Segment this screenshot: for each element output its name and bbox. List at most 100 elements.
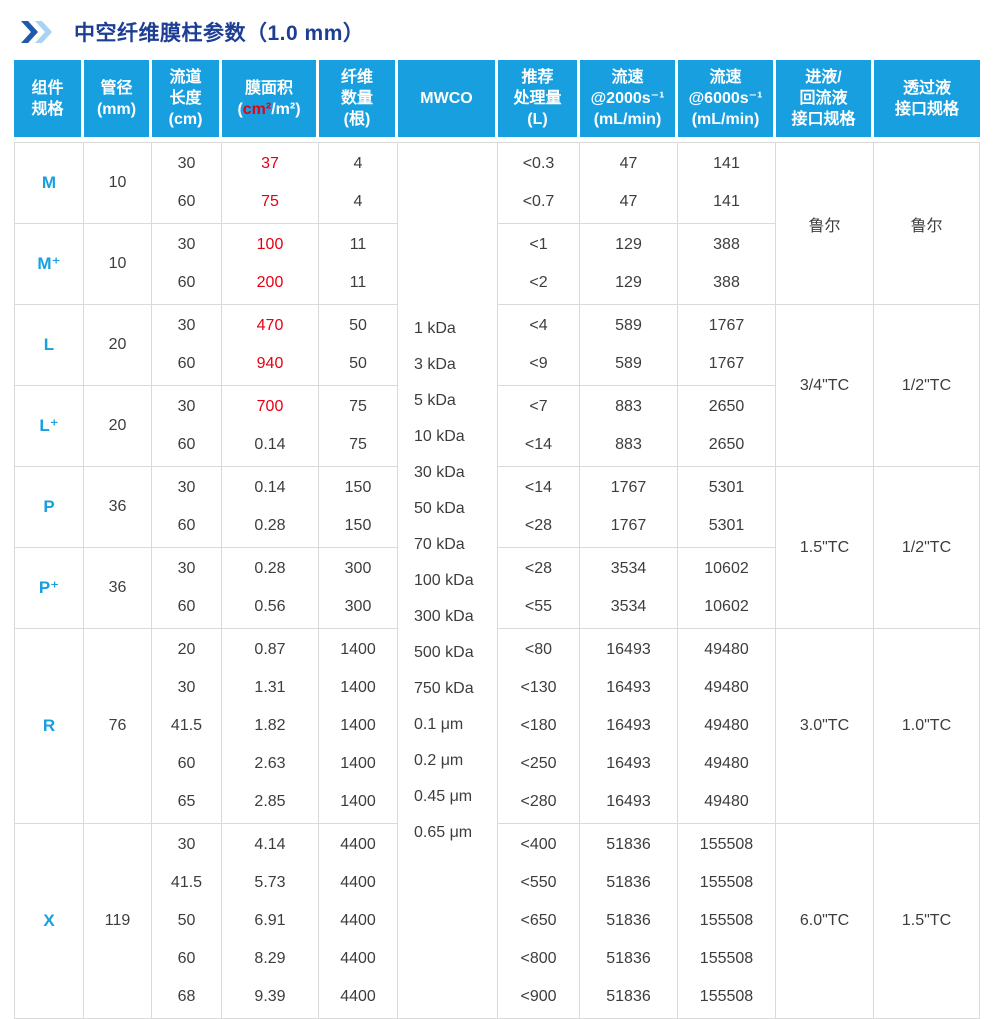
cell-line: <280 xyxy=(520,793,557,810)
cell-length-R: 20 30 41.5 60 65 xyxy=(152,629,222,824)
cell-line: 0.2 μm xyxy=(414,751,464,769)
cell-line: 0.28 xyxy=(254,517,286,534)
cell-inlet-interface-L: 3/4"TC xyxy=(776,305,874,467)
cell-line: 11 xyxy=(349,236,367,253)
cell-line: 1400 xyxy=(340,717,376,734)
cell-line: 16493 xyxy=(606,641,651,658)
cell-line: 1400 xyxy=(340,755,376,772)
cell-line: 4400 xyxy=(340,950,376,967)
cell-throughput-Mplus: <1 <2 xyxy=(498,224,580,305)
cell-line: 6.91 xyxy=(254,912,286,929)
cell-flow2000-Lplus: 883 883 xyxy=(580,386,678,467)
cell-line: 4 xyxy=(353,155,363,172)
cell-line: 0.45 μm xyxy=(414,787,473,805)
cell-line: 5.73 xyxy=(254,874,286,891)
cell-line: <1 xyxy=(529,236,548,253)
cell-area-L: 470 940 xyxy=(222,305,319,386)
cell-line: 2.63 xyxy=(254,755,286,772)
cell-area-X: 4.14 5.73 6.91 8.29 9.39 xyxy=(222,824,319,1019)
cell-line: <800 xyxy=(520,950,557,967)
cell-line: (mm) xyxy=(96,100,137,118)
cell-flow2000-Mplus: 129 129 xyxy=(580,224,678,305)
cell-line: 16493 xyxy=(606,717,651,734)
page-title: 中空纤维膜柱参数（1.0 mm） xyxy=(74,22,365,45)
cell-spec-P: P xyxy=(14,467,84,548)
cell-area-P: 0.14 0.28 xyxy=(222,467,319,548)
cell-line: 管径 xyxy=(100,79,133,97)
cell-line: <28 xyxy=(524,517,553,534)
cell-permeate-interface-X: 1.5"TC xyxy=(874,824,980,1019)
column-header-throughput: 推荐 处理量 (L) xyxy=(498,60,580,142)
cell-line: 5301 xyxy=(708,479,745,496)
cell-line: 300 xyxy=(344,560,372,577)
cell-line: 75 xyxy=(349,436,367,453)
cell-flow6000-Mplus: 388 388 xyxy=(678,224,776,305)
cell-line: 30 xyxy=(177,155,196,172)
cell-line: <0.7 xyxy=(522,193,555,210)
cell-line: 883 xyxy=(615,436,642,453)
cell-line: 接口规格 xyxy=(894,100,959,118)
cell-line: 65 xyxy=(177,793,196,810)
cell-line: 49480 xyxy=(704,679,749,696)
cell-line: 50 xyxy=(349,317,367,334)
cell-line: 0.65 μm xyxy=(414,823,473,841)
cell-throughput-L: <4 <9 xyxy=(498,305,580,386)
cell-line: 0.28 xyxy=(254,560,286,577)
highlight-red-text: cm² xyxy=(242,100,272,118)
cell-line: 2650 xyxy=(708,398,745,415)
cell-line: 150 xyxy=(344,479,372,496)
cell-line: 589 xyxy=(615,317,642,334)
cell-line: <130 xyxy=(520,679,557,696)
cell-line: 49480 xyxy=(704,755,749,772)
table-row-group-P: P 36 30 60 0.14 0.28 150 150 <14 <28 1767 1767 5301 5… xyxy=(14,467,980,629)
cell-line: <250 xyxy=(520,755,557,772)
cell-line: 60 xyxy=(177,517,196,534)
cell-flow6000-L: 1767 1767 xyxy=(678,305,776,386)
cell-line: 155508 xyxy=(699,950,754,967)
column-header-mwco: MWCO xyxy=(398,60,498,142)
cell-area-Pplus: 0.28 0.56 xyxy=(222,548,319,629)
page-header: 中空纤维膜柱参数（1.0 mm） xyxy=(0,0,1000,60)
table-row-group-X: X 119 30 41.5 50 60 68 4.14 5.73 6.91 8.29 9.39 4400… xyxy=(14,824,980,1019)
cell-flow6000-Pplus: 10602 10602 xyxy=(678,548,776,629)
cell-throughput-R: <80 <130 <180 <250 <280 xyxy=(498,629,580,824)
table-row-group-Pplus: P⁺ 36 30 60 0.28 0.56 300 300 <28 <55 3534 3534 1060… xyxy=(14,548,980,629)
cell-line: <55 xyxy=(524,598,553,615)
cell-line: (cm²/m²) xyxy=(237,100,301,118)
cell-fibers-Mplus: 11 11 xyxy=(319,224,398,305)
cell-line: 300 kDa xyxy=(414,607,474,625)
cell-line: 接口规格 xyxy=(791,111,856,128)
cell-throughput-M: <0.3 <0.7 xyxy=(498,142,580,224)
table-body: M 10 30 60 37 75 4 4 1 kDa 3 kDa 5 kDa 10 kDa 30 kDa… xyxy=(14,142,980,1019)
cell-flow2000-P: 1767 1767 xyxy=(580,467,678,548)
cell-diameter-Pplus: 36 xyxy=(84,548,152,629)
cell-line: 51836 xyxy=(606,950,651,967)
cell-line: 47 xyxy=(619,193,638,210)
cell-fibers-X: 4400 4400 4400 4400 4400 xyxy=(319,824,398,1019)
cell-line: 388 xyxy=(713,236,740,253)
column-header-fibers: 纤维 数量 (根) xyxy=(319,60,398,142)
cell-line: 4.14 xyxy=(254,836,286,853)
cell-permeate-interface-R: 1.0"TC xyxy=(874,629,980,824)
cell-line: 长度 xyxy=(169,90,202,107)
table-row-group-Lplus: L⁺ 20 30 60 700 0.14 75 75 <7 <14 883 883 2650 2650 xyxy=(14,386,980,467)
cell-flow2000-X: 51836 51836 51836 51836 51836 xyxy=(580,824,678,1019)
cell-line: 141 xyxy=(713,193,740,210)
cell-spec-Pplus: P⁺ xyxy=(14,548,84,629)
cell-line: 1 kDa xyxy=(414,319,456,337)
cell-diameter-R: 76 xyxy=(84,629,152,824)
cell-line: 1.31 xyxy=(254,679,286,696)
cell-line: <180 xyxy=(520,717,557,734)
cell-length-M: 30 60 xyxy=(152,142,222,224)
cell-flow6000-M: 141 141 xyxy=(678,142,776,224)
column-header-diameter: 管径 (mm) xyxy=(84,60,152,142)
cell-permeate-interface-M: 鲁尔 xyxy=(874,142,980,305)
cell-line: 16493 xyxy=(606,755,651,772)
double-chevron-right-icon xyxy=(21,21,52,43)
cell-line: 700 xyxy=(256,398,284,415)
cell-line: 10602 xyxy=(704,560,749,577)
cell-line: @2000s⁻¹ xyxy=(590,90,665,107)
cell-line: 透过液 xyxy=(902,79,951,97)
cell-line: 200 xyxy=(256,274,284,291)
cell-throughput-Pplus: <28 <55 xyxy=(498,548,580,629)
